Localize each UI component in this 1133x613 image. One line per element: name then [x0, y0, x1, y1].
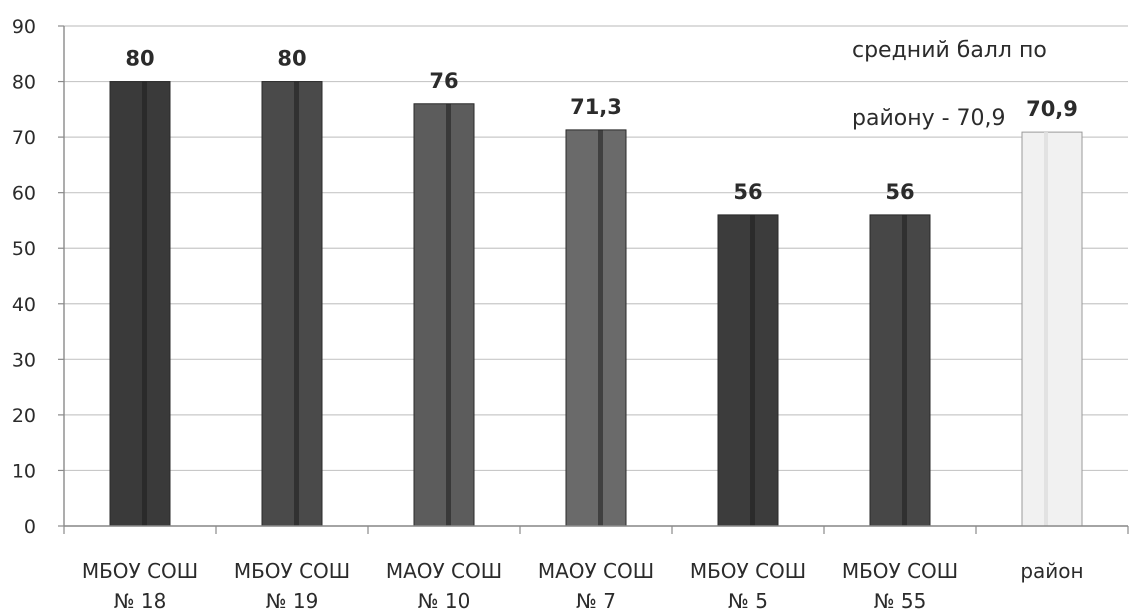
bar-stripe-2 [446, 103, 451, 527]
value-label-2: 76 [429, 69, 458, 93]
bar-4 [717, 214, 779, 527]
bar-6 [1021, 131, 1083, 527]
bar-stripe-4 [750, 214, 755, 526]
bar-stripe-6 [1044, 132, 1048, 526]
value-label-4: 56 [733, 180, 762, 204]
category-label-4: МБОУ СОШ № 5 [690, 559, 806, 613]
y-tick-label-20: 20 [12, 405, 36, 427]
y-tick-label-30: 30 [12, 349, 36, 371]
annotation-line-1: средний балл по [852, 38, 1047, 63]
value-label-3: 71,3 [570, 95, 622, 119]
bar-stripe-0 [142, 81, 147, 527]
category-label-0-line-1: № 18 [114, 589, 167, 613]
value-label-1: 80 [277, 47, 306, 71]
bar-2 [413, 103, 475, 527]
category-label-5-line-0: МБОУ СОШ [842, 559, 958, 583]
category-label-1-line-1: № 19 [266, 589, 319, 613]
district-average-note: средний балл по району - 70,9 [852, 0, 1122, 170]
category-label-5-line-1: № 55 [874, 589, 927, 613]
category-label-0: МБОУ СОШ № 18 [82, 559, 198, 613]
y-tick-label-0: 0 [24, 516, 36, 538]
category-label-6-line-0: район [1020, 559, 1083, 583]
category-label-4-line-0: МБОУ СОШ [690, 559, 806, 583]
category-label-6: район [1020, 559, 1083, 583]
bar-1 [261, 81, 323, 527]
bar-stripe-1 [294, 81, 299, 527]
category-label-5: МБОУ СОШ № 55 [842, 559, 958, 613]
category-label-2: МАОУ СОШ № 10 [386, 559, 502, 613]
value-label-6: 70,9 [1026, 97, 1078, 121]
y-tick-label-80: 80 [12, 72, 36, 94]
bar-stripe-5 [902, 214, 907, 526]
category-label-0-line-0: МБОУ СОШ [82, 559, 198, 583]
y-tick-label-70: 70 [12, 127, 36, 149]
category-label-2-line-1: № 10 [418, 589, 471, 613]
y-tick-label-60: 60 [12, 183, 36, 205]
y-tick-label-40: 40 [12, 294, 36, 316]
annotation-line-2: району - 70,9 [852, 106, 1006, 131]
category-label-4-line-1: № 5 [728, 589, 768, 613]
y-tick-label-90: 90 [12, 16, 36, 38]
category-label-3-line-1: № 7 [576, 589, 616, 613]
category-label-3-line-0: МАОУ СОШ [538, 559, 654, 583]
category-label-3: МАОУ СОШ № 7 [538, 559, 654, 613]
bar-stripe-3 [598, 129, 603, 526]
bar-0 [109, 81, 171, 527]
category-label-2-line-0: МАОУ СОШ [386, 559, 502, 583]
value-label-0: 80 [125, 47, 154, 71]
y-tick-label-10: 10 [12, 460, 36, 482]
bar-5 [869, 214, 931, 527]
bar-3 [565, 129, 627, 527]
category-label-1: МБОУ СОШ № 19 [234, 559, 350, 613]
category-label-1-line-0: МБОУ СОШ [234, 559, 350, 583]
value-label-5: 56 [885, 180, 914, 204]
y-tick-label-50: 50 [12, 238, 36, 260]
